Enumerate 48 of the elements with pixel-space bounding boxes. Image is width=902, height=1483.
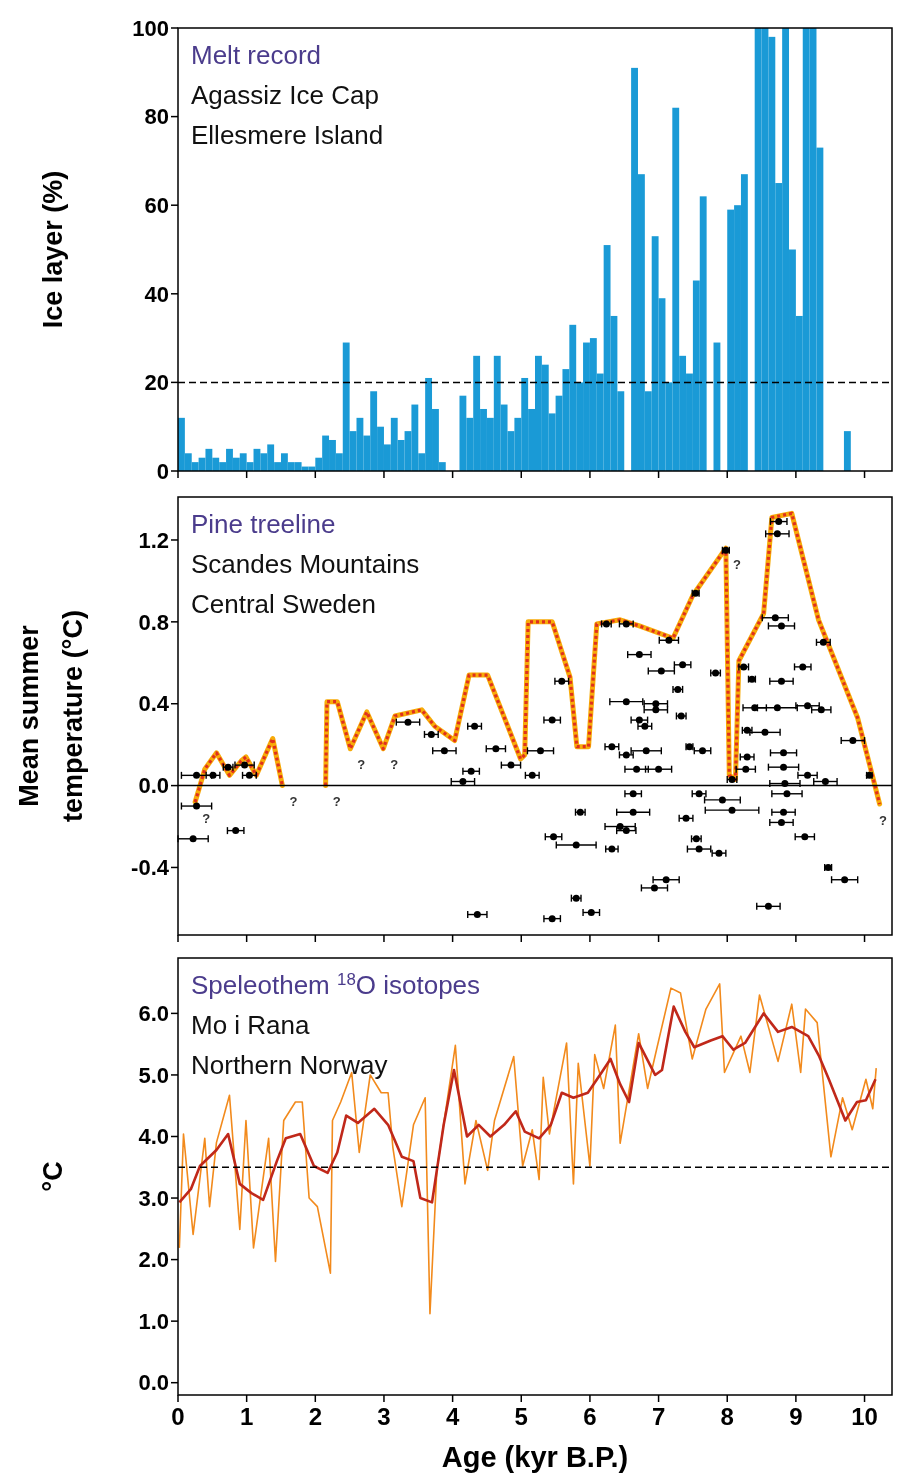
y-tick-label: -0.4 bbox=[131, 855, 170, 881]
annotation: Ellesmere Island bbox=[191, 120, 384, 150]
y-tick-label: 40 bbox=[144, 281, 169, 307]
y-tick-label: 0.0 bbox=[138, 773, 169, 799]
y-tick-label: 20 bbox=[144, 370, 169, 396]
y-tick-label: 2.0 bbox=[138, 1247, 169, 1273]
annotation: ? bbox=[332, 794, 341, 810]
y-tick-label: 6.0 bbox=[138, 1001, 169, 1027]
x-tick-label: 6 bbox=[583, 1403, 597, 1430]
y-tick-label: 60 bbox=[144, 192, 169, 218]
annotation: ? bbox=[357, 757, 366, 773]
text: Melt record bbox=[191, 40, 322, 70]
annotation: ? bbox=[289, 794, 298, 810]
x-tick-label: 7 bbox=[651, 1403, 666, 1430]
text: Speleothem $^{18}$O isotopes bbox=[191, 969, 481, 1000]
annotation: Northern Norway bbox=[191, 1050, 388, 1080]
annotation: ? bbox=[390, 757, 399, 773]
x-tick-label: 10 bbox=[851, 1403, 878, 1430]
y-tick-label: 0.0 bbox=[138, 1370, 169, 1396]
annotation: Agassiz Ice Cap bbox=[191, 80, 379, 110]
y-tick-label: 5.0 bbox=[138, 1062, 169, 1088]
annotation: Scandes Mountains bbox=[191, 549, 420, 579]
text: Pine treeline bbox=[191, 509, 336, 539]
y-axis-title: Mean summer temperature (°C) bbox=[14, 610, 88, 822]
y-tick-label: 1.2 bbox=[138, 527, 169, 553]
annotation: Central Sweden bbox=[191, 589, 376, 619]
y-tick-label: 0 bbox=[156, 458, 169, 484]
y-tick-label: 0.4 bbox=[138, 691, 170, 717]
y-tick-label: 4.0 bbox=[138, 1124, 169, 1150]
x-tick-label: 1 bbox=[239, 1403, 254, 1430]
annotation: ? bbox=[879, 812, 888, 828]
x-axis-title: Age (kyr B.P.) bbox=[441, 1441, 629, 1473]
x-tick-label: 9 bbox=[789, 1403, 803, 1430]
x-tick-label: 5 bbox=[514, 1403, 528, 1430]
y-tick-label: 100 bbox=[132, 15, 169, 41]
y-tick-label: 1.0 bbox=[138, 1308, 169, 1334]
x-tick-label: 4 bbox=[445, 1403, 460, 1430]
annotation: ? bbox=[732, 556, 741, 572]
annotation: Mo i Rana bbox=[191, 1010, 311, 1040]
x-tick-label: 2 bbox=[308, 1403, 322, 1430]
x-tick-label: 3 bbox=[377, 1403, 391, 1430]
annotation: ? bbox=[202, 810, 211, 826]
y-tick-label: 3.0 bbox=[138, 1185, 169, 1211]
y-axis-title: Ice layer (%) bbox=[38, 170, 68, 329]
y-axis-title: °C bbox=[38, 1161, 68, 1192]
y-tick-label: 0.8 bbox=[138, 609, 169, 635]
y-tick-label: 80 bbox=[144, 104, 169, 130]
x-tick-label: 8 bbox=[720, 1403, 734, 1430]
